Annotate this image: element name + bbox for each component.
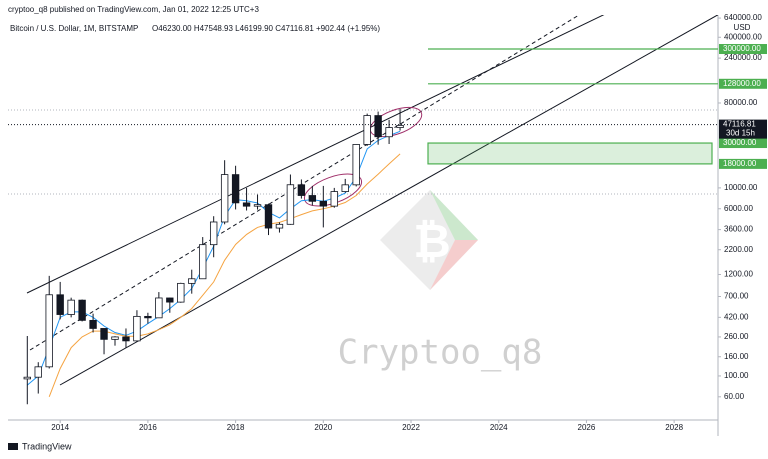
candle-body	[209, 221, 218, 246]
x-tick-label: 2014	[51, 423, 69, 432]
candle-body	[396, 124, 404, 128]
watermark: Cryptoo_q8	[338, 333, 543, 373]
footer: TradingView	[22, 441, 72, 451]
level-label: 128000.00	[723, 79, 761, 88]
zone	[427, 142, 713, 165]
x-tick-label: 2028	[665, 423, 683, 432]
y-tick-label: 400000.00	[724, 32, 762, 41]
y-tick-label: 6000.00	[724, 204, 753, 213]
candle-body	[100, 328, 108, 340]
candle-body	[385, 127, 393, 138]
y-tick-label: 2200.00	[724, 245, 753, 254]
candle-body	[78, 299, 86, 321]
level-label-bg	[719, 44, 767, 55]
y-tick-label: 1200.00	[724, 270, 753, 279]
candle-body	[264, 204, 273, 229]
candle-body	[45, 294, 53, 368]
candle-body	[166, 297, 174, 303]
watermark-logo: ₿	[380, 190, 478, 290]
candle-body	[155, 297, 163, 319]
countdown: 30d 15h	[726, 129, 755, 138]
candle-body	[56, 294, 64, 315]
candle-body	[199, 244, 207, 280]
candle-body	[144, 315, 152, 319]
zone-label: 18000.00	[723, 159, 757, 168]
y-tick-label: 10000.00	[724, 183, 758, 192]
candle-body	[253, 204, 262, 207]
y-tick-label: 640000.00	[724, 13, 762, 22]
y-tick-label: 260.00	[724, 332, 749, 341]
candle-body	[363, 115, 371, 145]
x-tick-label: 2022	[402, 423, 420, 432]
x-tick-label: 2016	[139, 423, 157, 432]
svg-text:₿: ₿	[413, 215, 451, 267]
candle-body	[352, 144, 360, 186]
currency: USD	[734, 23, 751, 32]
symbol-title: Bitcoin / U.S. Dollar, 1M, BITSTAMP	[10, 24, 138, 33]
y-tick-label: 60.00	[724, 392, 745, 401]
x-tick-label: 2020	[314, 423, 332, 432]
channel-upper	[26, 15, 605, 294]
candle-body	[319, 200, 328, 207]
candle-body	[308, 195, 317, 202]
candle-body	[133, 315, 141, 342]
ohlc-legend: O46230.00 H47548.93 L46199.90 C47116.81 …	[152, 24, 380, 33]
published-line: cryptoo_q8 published on TradingView.com,…	[8, 5, 259, 14]
candle-body	[89, 319, 97, 329]
candle-body	[111, 336, 119, 340]
level-label-bg	[719, 78, 767, 89]
candle-body	[374, 115, 382, 138]
last-price-label: 47116.81	[723, 120, 756, 129]
y-tick-label: 240000.00	[724, 53, 762, 62]
y-tick-label: 160.00	[724, 352, 749, 361]
candle-body	[220, 174, 229, 223]
candle-body	[242, 202, 251, 207]
candle-body	[23, 376, 31, 380]
footer-logo	[8, 443, 18, 450]
candle-body	[188, 278, 196, 284]
candle-body	[177, 282, 185, 303]
channel-lower	[59, 15, 718, 386]
candle-body	[341, 184, 349, 192]
candle-body	[286, 184, 295, 225]
y-tick-label: 3600.00	[724, 225, 753, 234]
x-tick-label: 2026	[578, 423, 596, 432]
level-label: 300000.00	[723, 44, 761, 53]
candle-body	[275, 223, 284, 229]
candle-body	[34, 366, 42, 378]
candle-body	[122, 336, 130, 342]
zone-label: 30000.00	[723, 138, 757, 147]
candle-body	[231, 174, 240, 204]
y-tick-label: 80000.00	[724, 98, 758, 107]
candle-body	[297, 184, 306, 196]
y-tick-label: 420.00	[724, 312, 749, 321]
zone-label-bg	[719, 158, 767, 169]
zone-label-bg	[719, 138, 767, 149]
y-tick-label: 700.00	[724, 292, 749, 301]
last-price-bg	[719, 119, 767, 139]
candle-body	[330, 191, 338, 207]
y-tick-label: 100.00	[724, 371, 749, 380]
x-tick-label: 2024	[490, 423, 508, 432]
candle-body	[67, 299, 75, 315]
channel-mid	[29, 15, 580, 351]
x-tick-label: 2018	[227, 423, 245, 432]
